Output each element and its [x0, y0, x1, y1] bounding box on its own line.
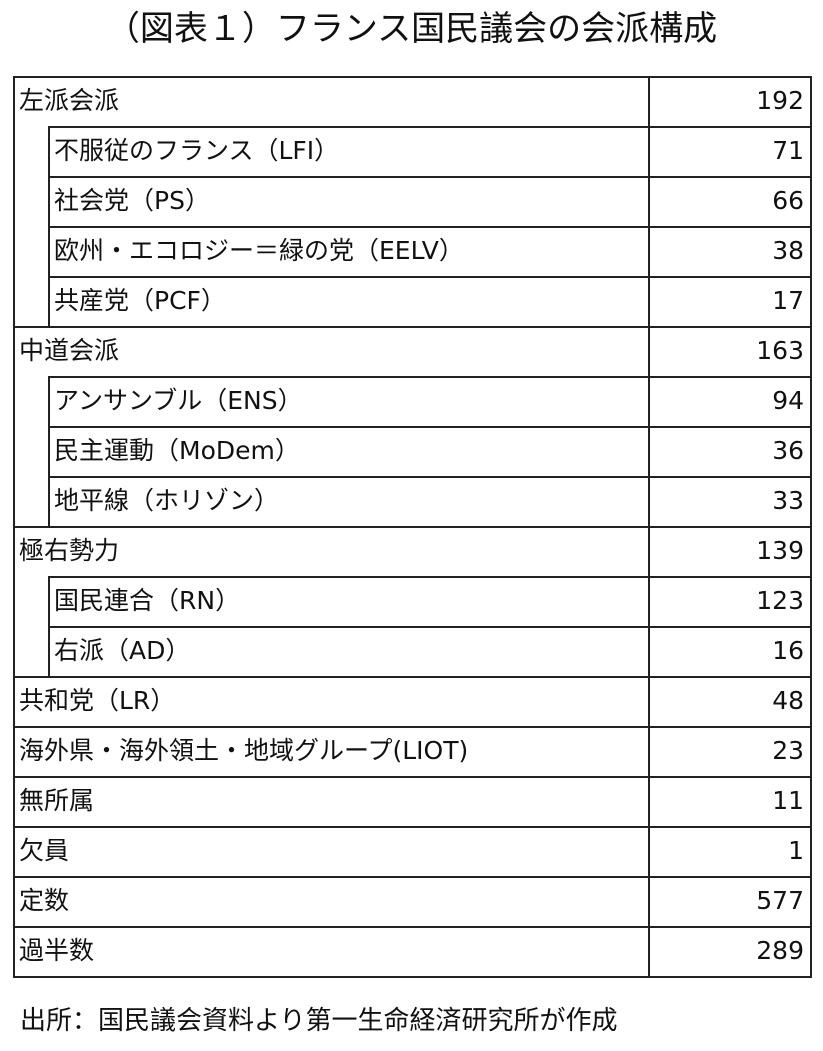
row-label: アンサンブル（ENS）: [54, 386, 303, 415]
border: [48, 376, 50, 526]
row-label: 共和党（LR）: [19, 686, 176, 715]
border: [13, 726, 811, 728]
row-value: 66: [772, 186, 804, 215]
border: [13, 76, 811, 78]
row-value: 139: [756, 536, 804, 565]
row-value: 94: [772, 386, 804, 415]
row-label: 民主運動（MoDem）: [54, 436, 300, 465]
row-label: 欧州・エコロジー＝緑の党（EELV）: [54, 236, 464, 265]
border: [48, 276, 811, 278]
row-label: 国民連合（RN）: [54, 586, 241, 615]
row-value: 23: [772, 736, 804, 765]
border: [48, 426, 811, 428]
border: [48, 126, 811, 128]
row-label: 海外県・海外領土・地域グループ(LIOT): [19, 736, 469, 765]
row-value: 16: [772, 636, 804, 665]
source-note: 出所：国民議会資料より第一生命経済研究所が作成: [20, 1006, 618, 1036]
row-value: 289: [756, 936, 804, 965]
row-label: 社会党（PS）: [54, 186, 210, 215]
row-label: 無所属: [19, 786, 95, 815]
border: [648, 76, 650, 976]
border: [48, 576, 50, 676]
row-label: 欠員: [19, 836, 70, 865]
row-value: 577: [756, 886, 804, 915]
row-label: 地平線（ホリゾン）: [54, 486, 280, 515]
row-value: 33: [772, 486, 804, 515]
border: [13, 526, 811, 528]
row-value: 1: [788, 836, 804, 865]
border: [13, 876, 811, 878]
row-label: 過半数: [19, 936, 95, 965]
row-value: 38: [772, 236, 804, 265]
row-value: 163: [756, 336, 804, 365]
row-value: 11: [772, 786, 804, 815]
border: [48, 476, 811, 478]
border: [48, 576, 811, 578]
border: [13, 926, 811, 928]
border: [48, 226, 811, 228]
row-value: 48: [772, 686, 804, 715]
row-value: 36: [772, 436, 804, 465]
border: [13, 76, 15, 976]
row-value: 123: [756, 586, 804, 615]
border: [13, 976, 811, 978]
title: （図表１）フランス国民議会の会派構成: [105, 9, 718, 49]
row-value: 71: [772, 136, 804, 165]
border: [48, 626, 811, 628]
border: [48, 376, 811, 378]
row-label: 不服従のフランス（LFI）: [54, 136, 340, 165]
border: [13, 776, 811, 778]
border: [13, 676, 811, 678]
row-value: 17: [772, 286, 804, 315]
border: [13, 326, 811, 328]
row-label: 中道会派: [19, 336, 120, 365]
border: [48, 126, 50, 326]
row-label: 極右勢力: [19, 536, 120, 565]
row-label: 共産党（PCF）: [54, 286, 226, 315]
row-value: 192: [756, 86, 804, 115]
row-label: 右派（AD）: [54, 636, 191, 665]
row-label: 左派会派: [19, 86, 120, 115]
border: [48, 176, 811, 178]
border: [810, 76, 812, 978]
border: [13, 826, 811, 828]
row-label: 定数: [19, 886, 70, 915]
